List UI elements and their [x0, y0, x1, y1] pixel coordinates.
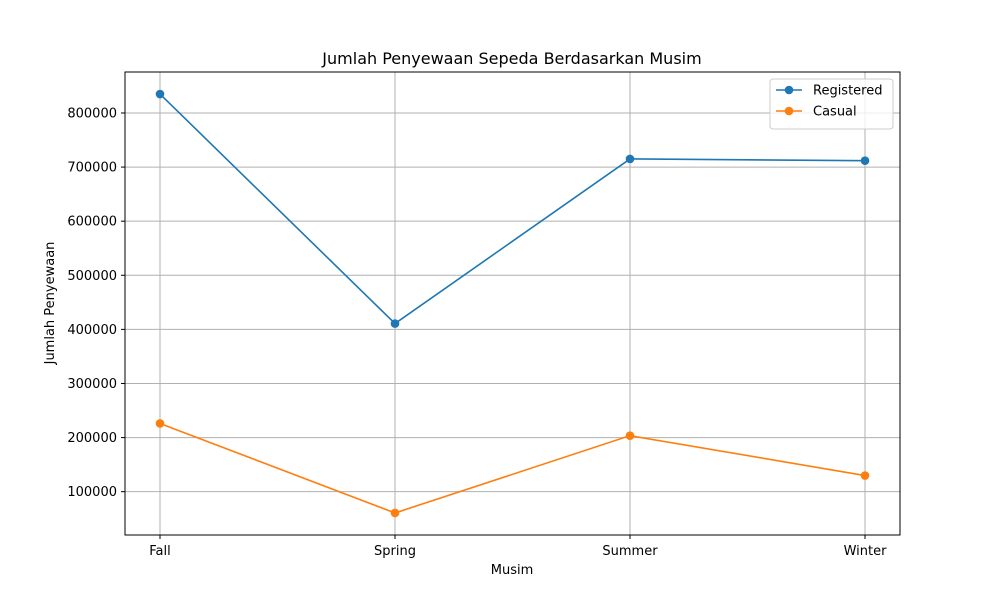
x-tick-label: Winter — [844, 544, 888, 559]
y-tick-label: 200000 — [67, 431, 117, 446]
data-point-casual — [625, 431, 635, 440]
y-tick-label: 600000 — [67, 215, 117, 230]
y-tick-label: 300000 — [67, 377, 117, 392]
y-tick-label: 400000 — [67, 323, 117, 338]
legend-marker-registered — [784, 85, 794, 95]
x-tick-label: Spring — [374, 544, 416, 559]
y-axis-label: Jumlah Penyewaan — [43, 242, 58, 366]
x-tick-label: Summer — [602, 544, 658, 559]
legend: Registered Casual — [769, 78, 894, 130]
plot-frame — [124, 71, 901, 536]
legend-box — [769, 78, 894, 130]
data-point-registered — [390, 319, 400, 328]
chart-title: Jumlah Penyewaan Sepeda Berdasarkan Musi… — [321, 49, 701, 68]
legend-marker-casual — [784, 106, 794, 116]
y-tick-label: 100000 — [67, 485, 117, 500]
series-line-casual — [159, 422, 866, 514]
data-point-casual — [860, 471, 870, 480]
data-point-casual — [155, 419, 165, 428]
y-tick-label: 700000 — [67, 161, 117, 176]
y-tick-label: 800000 — [67, 106, 117, 121]
y-axis: 100000 200000 300000 400000 500000 600000 7000… — [67, 106, 125, 500]
x-axis: Fall Spring Summer Winter — [149, 535, 887, 559]
x-axis-label: Musim — [491, 563, 534, 578]
grid — [125, 72, 900, 535]
legend-label-registered: Registered — [813, 84, 883, 99]
series-layer — [155, 89, 870, 518]
series-line-registered — [159, 93, 866, 325]
data-point-registered — [625, 154, 635, 164]
data-point-registered — [860, 156, 870, 165]
legend-label-casual: Casual — [813, 105, 857, 120]
y-tick-label: 500000 — [67, 269, 117, 284]
x-tick-label: Fall — [149, 544, 170, 559]
data-point-casual — [390, 508, 400, 518]
data-point-registered — [155, 89, 165, 99]
